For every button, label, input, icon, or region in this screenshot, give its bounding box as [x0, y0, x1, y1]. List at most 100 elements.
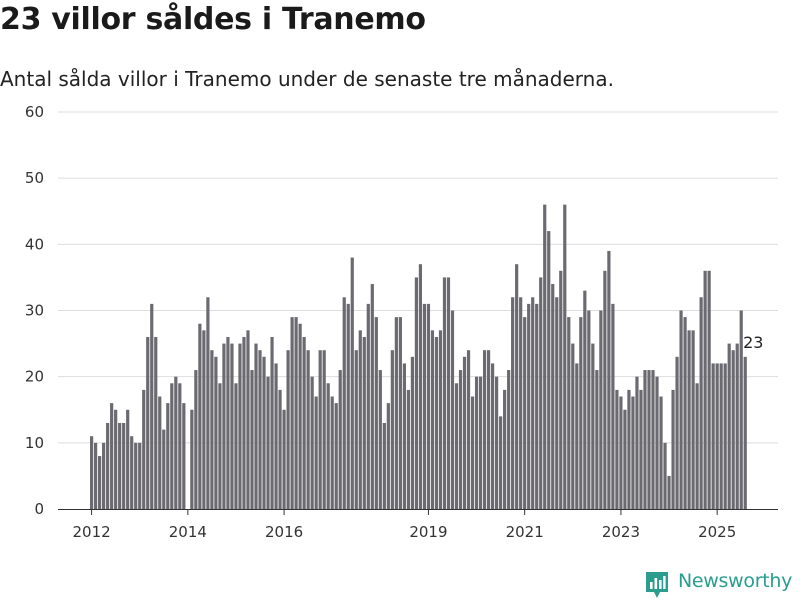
- bar: [330, 396, 334, 509]
- bar: [282, 409, 286, 509]
- bar: [238, 343, 242, 509]
- bar: [410, 356, 414, 509]
- bar: [342, 297, 346, 509]
- bar: [655, 376, 659, 509]
- bar: [250, 370, 254, 509]
- bar: [126, 409, 130, 509]
- bar: [382, 422, 386, 509]
- bar: [679, 310, 683, 509]
- bar: [242, 336, 246, 509]
- bar: [302, 336, 306, 509]
- x-tick-label: 2014: [169, 523, 207, 541]
- bar: [254, 343, 258, 509]
- bar: [711, 363, 715, 509]
- bar: [218, 383, 222, 509]
- bar: [226, 336, 230, 509]
- bar: [735, 343, 739, 509]
- bar: [474, 376, 479, 509]
- bars: [90, 204, 747, 509]
- bar: [406, 389, 410, 509]
- bar: [114, 409, 118, 509]
- bar: [162, 429, 166, 509]
- bar: [482, 350, 487, 509]
- bar: [555, 297, 559, 509]
- bar: [603, 270, 607, 509]
- bar: [306, 350, 310, 509]
- y-tick-label: 0: [34, 500, 44, 518]
- bar: [426, 303, 431, 509]
- bar: [358, 330, 362, 509]
- bar: [130, 436, 134, 509]
- bar: [719, 363, 723, 509]
- y-axis-ticks: 0 10 20 30 40 50 60: [25, 103, 44, 518]
- bar: [667, 475, 671, 509]
- bar: [98, 456, 102, 509]
- bar: [675, 356, 679, 509]
- y-tick-label: 40: [25, 235, 44, 253]
- bar: [386, 403, 390, 509]
- x-axis-ticks: 2012 2014 2016 2019 2021 2023 2025: [73, 509, 736, 541]
- bar: [551, 284, 555, 509]
- x-tick-label: 2012: [73, 523, 111, 541]
- bar: [442, 277, 447, 509]
- bar: [643, 370, 647, 509]
- bar: [338, 370, 342, 509]
- bar: [438, 330, 443, 509]
- bar: [571, 343, 575, 509]
- bar: [414, 277, 419, 509]
- bar: [326, 383, 330, 509]
- bar: [262, 356, 266, 509]
- bar: [146, 336, 150, 509]
- bar: [595, 370, 599, 509]
- bar: [370, 284, 374, 509]
- bar: [503, 389, 507, 509]
- bar: [394, 317, 398, 509]
- bar: [402, 363, 406, 509]
- bar: [178, 383, 182, 509]
- bar: [470, 396, 475, 509]
- bar: [731, 350, 735, 509]
- bar: [723, 363, 727, 509]
- bar: [374, 317, 378, 509]
- bar: [310, 376, 314, 509]
- bar: [587, 310, 591, 509]
- bar: [478, 376, 483, 509]
- bar: [583, 290, 587, 509]
- y-tick-label: 20: [25, 368, 44, 386]
- bar: [591, 343, 595, 509]
- bar: [691, 330, 695, 509]
- bar: [599, 310, 603, 509]
- bar: [523, 317, 527, 509]
- bar: [579, 317, 583, 509]
- bar: [515, 264, 519, 509]
- bar: [246, 330, 250, 509]
- bar: [527, 303, 531, 509]
- bar: [619, 396, 623, 509]
- bar: [258, 350, 262, 509]
- bar: [154, 336, 158, 509]
- chart-subtitle: Antal sålda villor i Tranemo under de se…: [0, 67, 614, 91]
- bar: [214, 356, 218, 509]
- bar: [727, 343, 731, 509]
- bar: [539, 277, 543, 509]
- x-tick-label: 2016: [265, 523, 303, 541]
- bar: [499, 416, 503, 509]
- bar: [182, 403, 186, 509]
- bar: [166, 403, 170, 509]
- bar: [234, 383, 238, 509]
- bar: [611, 303, 615, 509]
- bar: [106, 422, 110, 509]
- bar: [739, 310, 743, 509]
- bar: [575, 363, 579, 509]
- bar: [222, 343, 226, 509]
- bar: [294, 317, 298, 509]
- bar: [707, 270, 711, 509]
- y-tick-label: 30: [25, 302, 44, 320]
- bar: [430, 330, 435, 509]
- x-tick-label: 2019: [409, 523, 447, 541]
- bar: [110, 403, 114, 509]
- bar: [190, 409, 194, 509]
- bar: [278, 389, 282, 509]
- bar: [398, 317, 402, 509]
